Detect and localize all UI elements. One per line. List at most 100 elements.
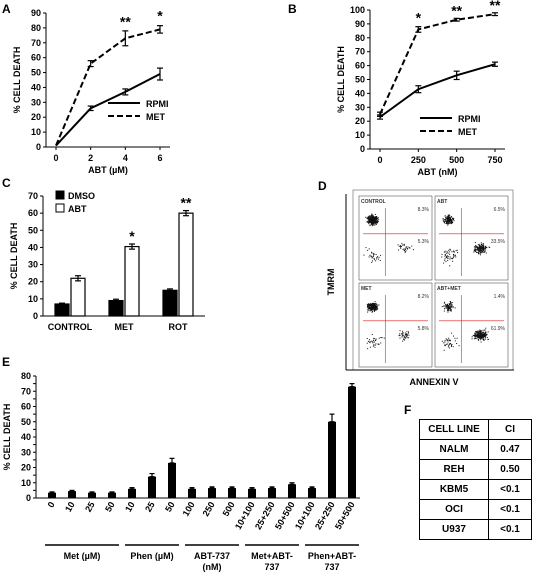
scatter-dot [452, 254, 454, 256]
scatter-dot [451, 345, 453, 347]
scatter-dot [486, 247, 488, 249]
scatter-dot [363, 254, 365, 256]
scatter-dot [476, 249, 478, 251]
scatter-dot [445, 307, 447, 309]
y-tick-label: 20 [21, 463, 31, 473]
scatter-dot [483, 246, 485, 248]
scatter-dot [371, 260, 373, 262]
scatter-dot [448, 219, 450, 221]
scatter-dot [479, 333, 481, 335]
scatter-dot [369, 217, 371, 219]
scatter-dot [444, 255, 446, 257]
scatter-dot [476, 248, 478, 250]
x-tick-label: 100 [181, 500, 197, 518]
quadrant-upper-right-value: 8.3% [418, 207, 430, 213]
scatter-dot [485, 335, 487, 337]
scatter-dot [374, 305, 376, 307]
scatter-dot [367, 217, 369, 219]
scatter-dot [371, 220, 373, 222]
scatter-dot [477, 335, 479, 337]
scatter-dot [402, 330, 404, 332]
scatter-dot [370, 308, 372, 310]
scatter-dot [482, 244, 484, 246]
scatter-dot [446, 218, 448, 220]
scatter-dot [448, 309, 450, 311]
scatter-dot [367, 221, 369, 223]
scatter-dot [447, 218, 449, 220]
x-axis-label: ABT (nM) [418, 167, 458, 177]
scatter-dot [480, 246, 482, 248]
scatter-dot [453, 217, 455, 219]
significance-marker: ** [120, 13, 131, 29]
scatter-dot [487, 338, 489, 340]
scatter-dot [374, 219, 376, 221]
scatter-dot [369, 303, 371, 305]
ci-value: 0.50 [488, 459, 532, 480]
scatter-dot [451, 302, 453, 304]
scatter-dot [481, 250, 483, 252]
scatter-dot [474, 248, 476, 250]
scatter-dot [449, 258, 451, 260]
scatter-dot [448, 249, 450, 251]
scatter-dot [447, 346, 449, 348]
x-tick-label: 2 [88, 153, 93, 163]
scatter-dot [441, 306, 443, 308]
scatter-dot [451, 217, 453, 219]
scatter-dot [486, 334, 488, 336]
scatter-dot [370, 217, 372, 219]
scatter-dot [451, 251, 453, 253]
scatter-dot [448, 343, 450, 345]
scatter-dot [487, 339, 489, 341]
scatter-dot [478, 243, 480, 245]
scatter-dot [483, 336, 485, 338]
scatter-dot [448, 306, 450, 308]
scatter-dot [372, 252, 374, 254]
scatter-dot [478, 249, 480, 251]
ci-cell-line: U937 [419, 519, 489, 540]
scatter-dot [371, 225, 373, 227]
scatter-dot [446, 222, 448, 224]
group-label: ABT-737 (nM) [194, 551, 230, 572]
scatter-dot [481, 330, 483, 332]
scatter-dot [476, 337, 478, 339]
ci-value: <0.1 [488, 519, 532, 540]
scatter-dot [400, 245, 402, 247]
scatter-dots [441, 300, 489, 351]
legend-label: DMSO [68, 191, 95, 201]
flow-plot-frame [434, 282, 509, 368]
scatter-dot [484, 333, 486, 335]
scatter-dot [374, 217, 376, 219]
scatter-dot [485, 331, 487, 333]
significance-marker: * [129, 228, 135, 244]
scatter-dot [406, 337, 408, 339]
scatter-dot [446, 306, 448, 308]
scatter-dot [447, 216, 449, 218]
scatter-dot [374, 307, 376, 309]
scatter-dot [480, 334, 482, 336]
scatter-dot [477, 251, 479, 253]
scatter-dot [374, 304, 376, 306]
scatter-dot [443, 219, 445, 221]
scatter-dot [405, 250, 407, 252]
panel-letter-e: E [2, 355, 10, 369]
y-tick-label: 100 [350, 5, 365, 15]
bar [128, 488, 136, 498]
scatter-dot [476, 247, 478, 249]
scatter-dot [484, 329, 486, 331]
scatter-dot [447, 310, 449, 312]
scatter-dot [371, 303, 373, 305]
scatter-dot [480, 330, 482, 332]
scatter-dot [368, 218, 370, 220]
scatter-dot [443, 308, 445, 310]
scatter-dot [443, 220, 445, 222]
y-tick-label: 10 [31, 127, 41, 137]
scatter-dot [451, 344, 453, 346]
scatter-dot [480, 248, 482, 250]
scatter-dot [378, 256, 380, 258]
scatter-dot [457, 252, 459, 254]
scatter-dot [369, 224, 371, 226]
scatter-dot [447, 309, 449, 311]
scatter-dot [447, 309, 449, 311]
scatter-dot [478, 250, 480, 252]
y-tick-label: 50 [355, 75, 365, 85]
